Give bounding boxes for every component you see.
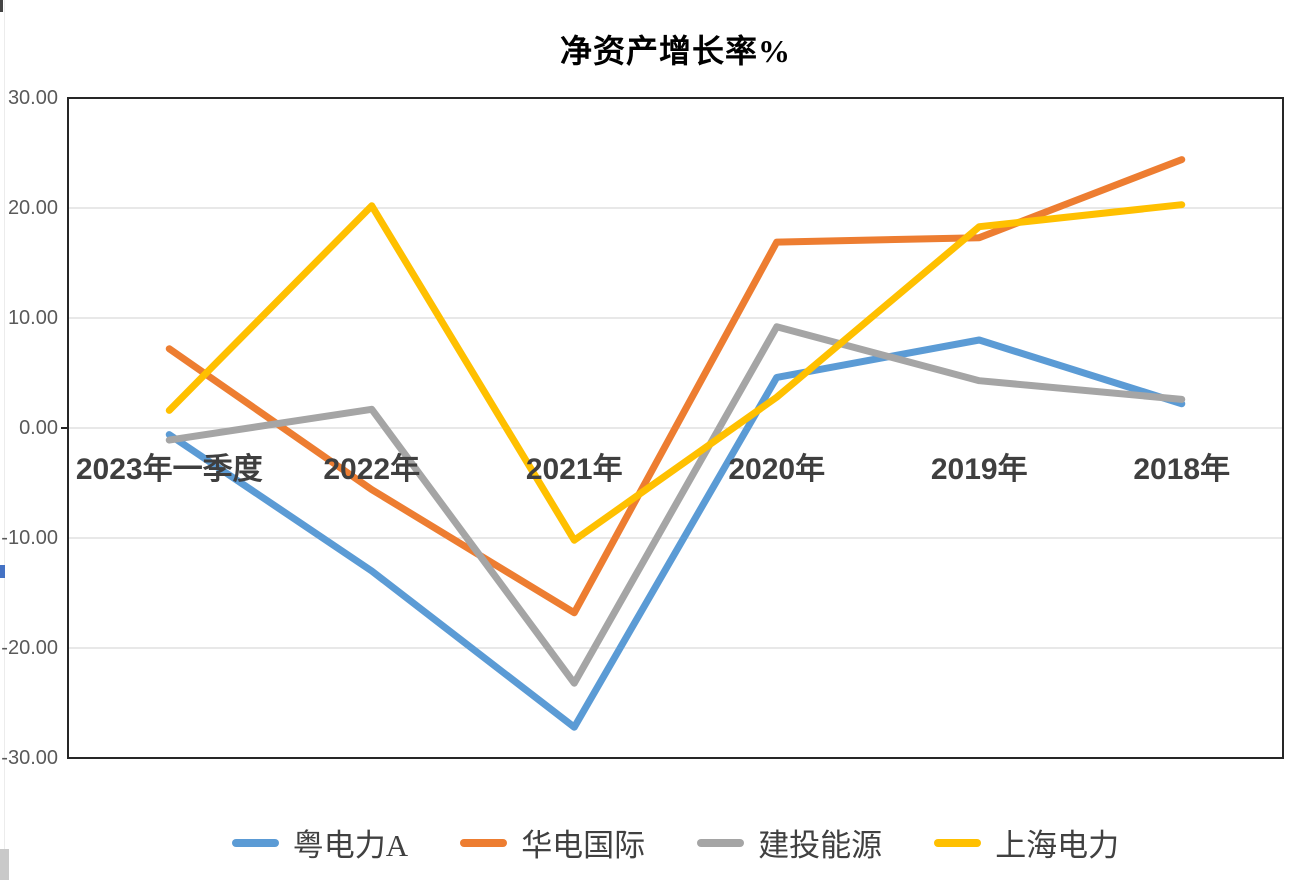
- legend-item-2: 建投能源: [697, 820, 882, 865]
- legend-label: 建投能源: [758, 828, 883, 863]
- legend-label: 华电国际: [521, 828, 646, 863]
- series-line-3: [165, 201, 1186, 544]
- y-tick-label: 30.00: [7, 87, 58, 109]
- legend-label: 上海电力: [995, 828, 1120, 863]
- legend: 粤电力A 华电国际 建投能源 上海电力: [68, 820, 1283, 865]
- edge-artifact-top: [0, 0, 3, 12]
- y-tick-label: 20.00: [7, 197, 58, 219]
- x-category-label: 2020年: [728, 453, 826, 486]
- y-tick-label: 10.00: [7, 307, 58, 329]
- chart-title: 净资产增长率%: [559, 33, 791, 69]
- y-tick-label: 0.00: [19, 417, 58, 439]
- x-category-label: 2019年: [930, 453, 1028, 486]
- legend-item-0: 粤电力A: [231, 820, 409, 865]
- legend-swatch-icon: [934, 838, 982, 847]
- series-line-2: [165, 323, 1186, 687]
- y-tick-label: -30.00: [1, 747, 58, 769]
- legend-item-1: 华电国际: [460, 820, 645, 865]
- legend-swatch-icon: [231, 838, 279, 847]
- edge-artifact-column-line: [4, 0, 5, 880]
- x-category-label: 2021年: [525, 453, 623, 486]
- legend-swatch-icon: [697, 838, 745, 847]
- edge-artifact-gray: [0, 849, 9, 880]
- y-tick-label: -20.00: [1, 637, 58, 659]
- legend-item-3: 上海电力: [934, 820, 1119, 865]
- legend-swatch-icon: [460, 838, 508, 847]
- series-line-0: [165, 336, 1186, 731]
- y-tick-label: -10.00: [1, 527, 58, 549]
- x-category-label: 2023年一季度: [75, 453, 263, 486]
- x-category-label: 2018年: [1133, 453, 1231, 486]
- edge-artifact-blue: [0, 565, 5, 578]
- x-category-label: 2022年: [323, 453, 421, 486]
- legend-label: 粤电力A: [292, 828, 409, 863]
